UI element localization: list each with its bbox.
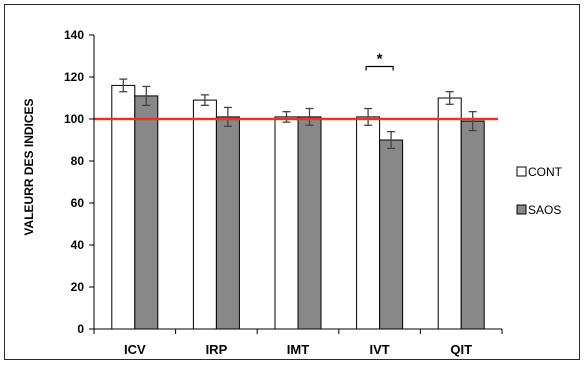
bars (111, 84, 485, 330)
x-axis-labels: ICV IRP IMT IVT QIT (124, 342, 472, 357)
x-tick-label: IRP (206, 342, 228, 357)
y-axis-ticks: 0 20 40 60 80 100 120 140 (64, 28, 94, 336)
y-tick-label: 60 (71, 196, 85, 210)
significance-label: * (377, 51, 383, 68)
y-tick-label: 140 (64, 28, 84, 42)
bar-cont-irp (192, 99, 217, 330)
legend-swatch-saos (516, 204, 527, 215)
y-tick-label: 100 (64, 112, 84, 126)
significance-bracket (365, 65, 394, 71)
bar-cont-ivt (356, 116, 381, 330)
chart-frame: 0 20 40 60 80 100 120 140 ICV IRP IMT IVT QIT * VAL… (4, 4, 580, 360)
bar-saos-irp (215, 116, 240, 330)
bar-cont-qit (437, 97, 462, 330)
x-tick-label: ICV (124, 342, 146, 357)
legend-swatch-cont (516, 166, 527, 177)
bar-cont-imt (274, 116, 299, 330)
y-tick-label: 80 (71, 154, 85, 168)
y-tick-label: 120 (64, 70, 84, 84)
axes (93, 35, 503, 334)
bar-saos-ivt (379, 139, 404, 330)
bar-saos-qit (460, 120, 485, 330)
bar-cont-icv (111, 84, 136, 330)
legend-label-saos: SAOS (528, 203, 561, 217)
y-tick-label: 0 (77, 322, 84, 336)
x-tick-label: QIT (450, 342, 472, 357)
y-axis-label: VALEURR DES INDICES (22, 98, 36, 235)
y-tick-label: 40 (71, 238, 85, 252)
legend-label-cont: CONT (528, 165, 563, 179)
significance-annotation: * (365, 51, 394, 71)
y-tick-label: 20 (71, 280, 85, 294)
legend: CONT SAOS (516, 165, 563, 217)
x-tick-label: IMT (287, 342, 309, 357)
bar-saos-icv (134, 95, 159, 330)
x-tick-label: IVT (369, 342, 389, 357)
bar-saos-imt (297, 116, 322, 330)
bar-chart: 0 20 40 60 80 100 120 140 ICV IRP IMT IVT QIT * VAL… (22, 28, 563, 357)
error-bars (119, 78, 477, 150)
